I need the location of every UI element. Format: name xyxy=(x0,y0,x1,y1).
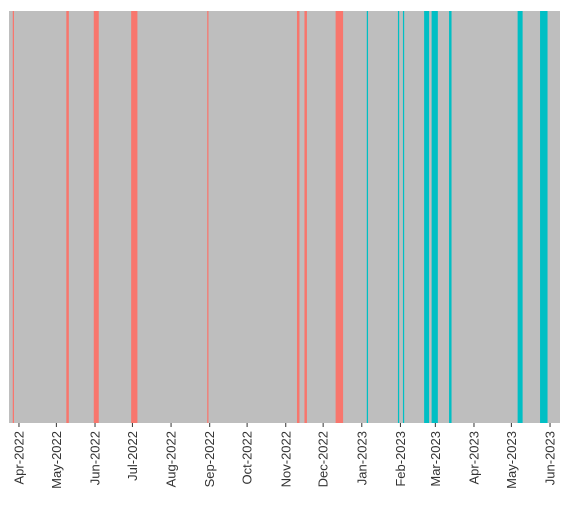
event-bar-0-0 xyxy=(12,11,14,423)
event-bar-0-7 xyxy=(335,11,344,423)
x-tick-label-1: May-2022 xyxy=(49,431,64,489)
x-tick-label-9: Jan-2023 xyxy=(354,431,369,485)
event-bar-1-6 xyxy=(517,11,523,423)
event-bar-0-3 xyxy=(131,11,138,423)
event-bar-0-1 xyxy=(66,11,69,423)
event-bar-0-4 xyxy=(207,11,209,423)
x-tick-label-3: Jul-2022 xyxy=(125,431,140,481)
x-tick-label-13: May-2023 xyxy=(504,431,519,489)
x-tick-label-14: Jun-2023 xyxy=(543,431,558,485)
event-bar-1-4 xyxy=(431,11,438,423)
x-tick-label-2: Jun-2022 xyxy=(88,431,103,485)
plot-panel xyxy=(9,11,560,423)
event-bar-0-5 xyxy=(296,11,300,423)
event-bar-0-2 xyxy=(93,11,99,423)
x-tick-label-12: Apr-2023 xyxy=(466,431,481,484)
x-tick-label-6: Oct-2022 xyxy=(240,431,255,484)
x-tick-label-8: Dec-2022 xyxy=(316,431,331,487)
event-bar-1-5 xyxy=(449,11,452,423)
event-bar-0-6 xyxy=(304,11,307,423)
event-bar-1-3 xyxy=(424,11,430,423)
x-tick-label-7: Nov-2022 xyxy=(278,431,293,487)
event-bar-1-1 xyxy=(397,11,400,423)
event-bar-1-2 xyxy=(402,11,405,423)
x-tick-label-0: Apr-2022 xyxy=(11,431,26,484)
event-bar-1-0 xyxy=(366,11,369,423)
event-bar-1-7 xyxy=(540,11,548,423)
x-tick-label-4: Aug-2022 xyxy=(164,431,179,487)
event-bars xyxy=(12,11,548,423)
x-tick-label-11: Mar-2023 xyxy=(428,431,443,487)
x-tick-label-5: Sep-2022 xyxy=(202,431,217,487)
x-axis: Apr-2022 May-2022 Jun-2022 Jul-2022 Aug-2022… xyxy=(11,423,558,489)
x-tick-label-10: Feb-2023 xyxy=(393,431,408,487)
